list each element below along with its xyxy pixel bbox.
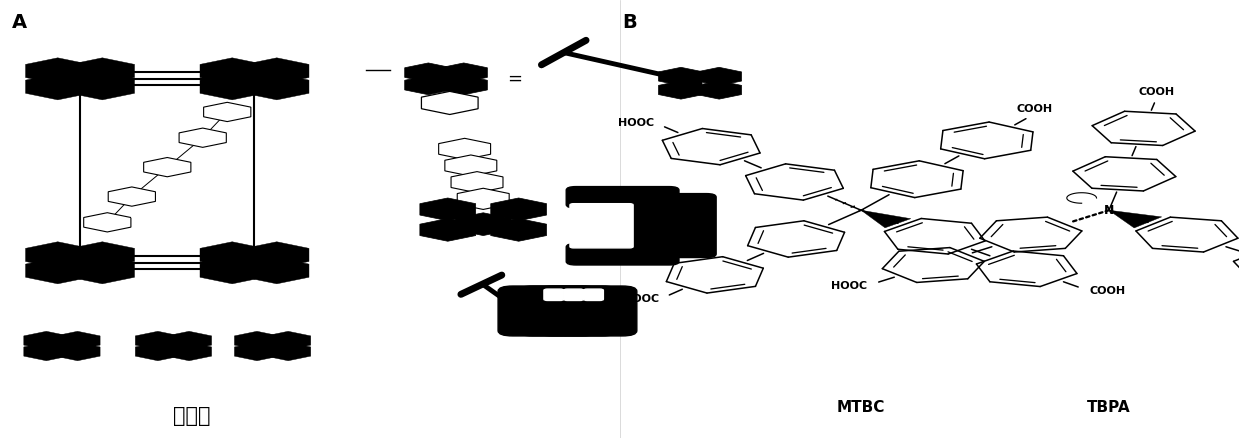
Polygon shape	[144, 158, 191, 177]
Polygon shape	[405, 75, 452, 95]
Polygon shape	[244, 58, 309, 84]
Polygon shape	[55, 343, 100, 361]
FancyBboxPatch shape	[564, 289, 584, 300]
Polygon shape	[26, 242, 90, 268]
Text: HOOC: HOOC	[623, 294, 659, 304]
Text: COOH: COOH	[1016, 104, 1052, 114]
Polygon shape	[420, 219, 476, 241]
Polygon shape	[24, 343, 69, 361]
Text: A: A	[12, 13, 27, 32]
Text: 分子鄗: 分子鄗	[173, 406, 211, 426]
Polygon shape	[26, 74, 90, 100]
Text: =: =	[507, 70, 522, 88]
Polygon shape	[26, 258, 90, 284]
Polygon shape	[71, 74, 135, 100]
Polygon shape	[696, 81, 741, 99]
Polygon shape	[455, 213, 512, 236]
Text: TBPA: TBPA	[1087, 400, 1131, 415]
Polygon shape	[26, 58, 90, 84]
Polygon shape	[861, 210, 911, 228]
Polygon shape	[244, 242, 309, 268]
Polygon shape	[244, 74, 309, 100]
Text: MTBC: MTBC	[836, 400, 886, 415]
FancyBboxPatch shape	[570, 204, 633, 248]
Polygon shape	[203, 102, 250, 122]
FancyBboxPatch shape	[498, 286, 577, 336]
Polygon shape	[1109, 210, 1162, 228]
Text: N: N	[1104, 204, 1114, 217]
Polygon shape	[421, 92, 478, 114]
Text: =: =	[507, 219, 522, 237]
FancyBboxPatch shape	[544, 289, 564, 300]
Polygon shape	[199, 242, 264, 268]
FancyBboxPatch shape	[584, 289, 603, 300]
Polygon shape	[84, 213, 131, 232]
Polygon shape	[696, 67, 741, 86]
FancyBboxPatch shape	[579, 194, 716, 258]
Polygon shape	[659, 67, 704, 86]
Polygon shape	[199, 74, 264, 100]
Polygon shape	[420, 198, 476, 221]
Polygon shape	[265, 331, 311, 350]
Polygon shape	[244, 258, 309, 284]
Polygon shape	[440, 75, 487, 95]
FancyBboxPatch shape	[566, 187, 679, 208]
Polygon shape	[234, 343, 280, 361]
Polygon shape	[180, 128, 227, 147]
Polygon shape	[199, 258, 264, 284]
Text: HOOC: HOOC	[831, 281, 867, 291]
Polygon shape	[135, 343, 181, 361]
Polygon shape	[445, 155, 497, 176]
Polygon shape	[24, 331, 69, 350]
FancyBboxPatch shape	[558, 286, 637, 336]
Polygon shape	[199, 58, 264, 84]
Polygon shape	[265, 343, 311, 361]
Polygon shape	[166, 331, 212, 350]
Polygon shape	[71, 58, 135, 84]
Polygon shape	[491, 198, 546, 221]
Polygon shape	[405, 63, 452, 82]
Polygon shape	[659, 81, 704, 99]
Text: B: B	[622, 13, 637, 32]
Polygon shape	[71, 242, 135, 268]
FancyBboxPatch shape	[566, 244, 679, 265]
Polygon shape	[491, 219, 546, 241]
Polygon shape	[135, 331, 181, 350]
Polygon shape	[108, 187, 155, 206]
Polygon shape	[55, 331, 100, 350]
Text: COOH: COOH	[1089, 286, 1125, 296]
Text: HOOC: HOOC	[618, 118, 654, 127]
FancyBboxPatch shape	[518, 286, 597, 336]
Polygon shape	[439, 138, 491, 159]
Polygon shape	[71, 258, 135, 284]
Polygon shape	[166, 343, 212, 361]
Text: COOH: COOH	[1139, 88, 1175, 97]
Polygon shape	[457, 188, 509, 209]
FancyBboxPatch shape	[538, 286, 617, 336]
Polygon shape	[440, 63, 487, 82]
Polygon shape	[451, 172, 503, 193]
Polygon shape	[234, 331, 280, 350]
